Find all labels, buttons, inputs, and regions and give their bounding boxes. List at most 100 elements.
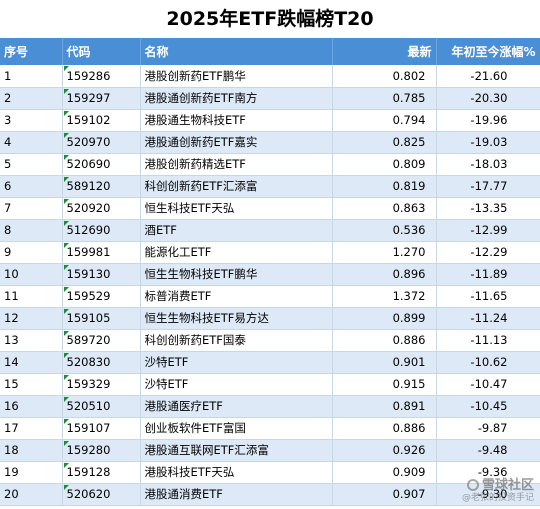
- cell-code[interactable]: 520970: [62, 131, 141, 154]
- cell-latest[interactable]: 0.907: [332, 483, 437, 506]
- cell-latest[interactable]: 0.802: [332, 65, 437, 88]
- cell-ytd-change[interactable]: -18.03: [436, 153, 540, 176]
- cell-name[interactable]: 港股通医疗ETF: [140, 395, 333, 418]
- cell-code[interactable]: 159329: [62, 373, 141, 396]
- cell-ytd-change[interactable]: -10.62: [436, 351, 540, 374]
- cell-code[interactable]: 159280: [62, 439, 141, 462]
- cell-latest[interactable]: 1.372: [332, 285, 437, 308]
- cell-index[interactable]: 18: [0, 439, 63, 462]
- cell-latest[interactable]: 0.886: [332, 417, 437, 440]
- cell-name[interactable]: 能源化工ETF: [140, 241, 333, 264]
- cell-name[interactable]: 港股通创新药ETF南方: [140, 87, 333, 110]
- cell-code[interactable]: 159529: [62, 285, 141, 308]
- cell-name[interactable]: 科创创新药ETF汇添富: [140, 175, 333, 198]
- table-row[interactable]: 17 159107 创业板软件ETF富国 0.886 -9.87: [0, 417, 540, 440]
- cell-ytd-change[interactable]: -9.87: [436, 417, 540, 440]
- table-row[interactable]: 13 589720 科创创新药ETF国泰 0.886 -11.13: [0, 329, 540, 352]
- cell-latest[interactable]: 0.809: [332, 153, 437, 176]
- cell-latest[interactable]: 0.886: [332, 329, 437, 352]
- cell-index[interactable]: 17: [0, 417, 63, 440]
- cell-name[interactable]: 港股通消费ETF: [140, 483, 333, 506]
- cell-latest[interactable]: 0.536: [332, 219, 437, 242]
- cell-index[interactable]: 16: [0, 395, 63, 418]
- table-row[interactable]: 7 520920 恒生科技ETF天弘 0.863 -13.35: [0, 197, 540, 220]
- table-row[interactable]: 6 589120 科创创新药ETF汇添富 0.819 -17.77: [0, 175, 540, 198]
- table-row[interactable]: 10 159130 恒生生物科技ETF鹏华 0.896 -11.89: [0, 263, 540, 286]
- cell-name[interactable]: 标普消费ETF: [140, 285, 333, 308]
- cell-code[interactable]: 159286: [62, 65, 141, 88]
- cell-ytd-change[interactable]: -19.03: [436, 131, 540, 154]
- cell-name[interactable]: 港股通互联网ETF汇添富: [140, 439, 333, 462]
- cell-name[interactable]: 科创创新药ETF国泰: [140, 329, 333, 352]
- cell-index[interactable]: 12: [0, 307, 63, 330]
- table-row[interactable]: 3 159102 港股通生物科技ETF 0.794 -19.96: [0, 109, 540, 132]
- cell-ytd-change[interactable]: -9.36: [436, 461, 540, 484]
- cell-code[interactable]: 520830: [62, 351, 141, 374]
- cell-ytd-change[interactable]: -9.48: [436, 439, 540, 462]
- table-row[interactable]: 11 159529 标普消费ETF 1.372 -11.65: [0, 285, 540, 308]
- cell-index[interactable]: 13: [0, 329, 63, 352]
- table-row[interactable]: 12 159105 恒生生物科技ETF易方达 0.899 -11.24: [0, 307, 540, 330]
- cell-code[interactable]: 520690: [62, 153, 141, 176]
- cell-code[interactable]: 159105: [62, 307, 141, 330]
- cell-index[interactable]: 2: [0, 87, 63, 110]
- cell-index[interactable]: 20: [0, 483, 63, 506]
- cell-name[interactable]: 沙特ETF: [140, 373, 333, 396]
- cell-latest[interactable]: 0.863: [332, 197, 437, 220]
- cell-index[interactable]: 15: [0, 373, 63, 396]
- cell-index[interactable]: 11: [0, 285, 63, 308]
- cell-name[interactable]: 创业板软件ETF富国: [140, 417, 333, 440]
- cell-latest[interactable]: 1.270: [332, 241, 437, 264]
- cell-ytd-change[interactable]: -21.60: [436, 65, 540, 88]
- cell-index[interactable]: 1: [0, 65, 63, 88]
- cell-ytd-change[interactable]: -10.45: [436, 395, 540, 418]
- column-header-name[interactable]: 名称: [140, 38, 333, 65]
- cell-latest[interactable]: 0.891: [332, 395, 437, 418]
- cell-index[interactable]: 14: [0, 351, 63, 374]
- column-header-index[interactable]: 序号: [0, 38, 63, 65]
- cell-code[interactable]: 520920: [62, 197, 141, 220]
- cell-ytd-change[interactable]: -17.77: [436, 175, 540, 198]
- cell-latest[interactable]: 0.825: [332, 131, 437, 154]
- cell-index[interactable]: 10: [0, 263, 63, 286]
- cell-code[interactable]: 159981: [62, 241, 141, 264]
- cell-ytd-change[interactable]: -11.13: [436, 329, 540, 352]
- cell-index[interactable]: 9: [0, 241, 63, 264]
- cell-latest[interactable]: 0.899: [332, 307, 437, 330]
- table-row[interactable]: 20 520620 港股通消费ETF 0.907 -9.30: [0, 483, 540, 506]
- cell-latest[interactable]: 0.901: [332, 351, 437, 374]
- cell-latest[interactable]: 0.819: [332, 175, 437, 198]
- cell-ytd-change[interactable]: -20.30: [436, 87, 540, 110]
- cell-ytd-change[interactable]: -19.96: [436, 109, 540, 132]
- cell-ytd-change[interactable]: -12.29: [436, 241, 540, 264]
- cell-ytd-change[interactable]: -9.30: [436, 483, 540, 506]
- cell-index[interactable]: 19: [0, 461, 63, 484]
- table-row[interactable]: 16 520510 港股通医疗ETF 0.891 -10.45: [0, 395, 540, 418]
- column-header-code[interactable]: 代码: [62, 38, 141, 65]
- cell-name[interactable]: 港股创新药ETF鹏华: [140, 65, 333, 88]
- cell-code[interactable]: 159130: [62, 263, 141, 286]
- cell-name[interactable]: 沙特ETF: [140, 351, 333, 374]
- table-row[interactable]: 1 159286 港股创新药ETF鹏华 0.802 -21.60: [0, 65, 540, 88]
- cell-name[interactable]: 恒生生物科技ETF鹏华: [140, 263, 333, 286]
- table-row[interactable]: 4 520970 港股通创新药ETF嘉实 0.825 -19.03: [0, 131, 540, 154]
- cell-index[interactable]: 8: [0, 219, 63, 242]
- cell-code[interactable]: 159102: [62, 109, 141, 132]
- cell-code[interactable]: 159128: [62, 461, 141, 484]
- cell-ytd-change[interactable]: -10.47: [436, 373, 540, 396]
- cell-ytd-change[interactable]: -11.89: [436, 263, 540, 286]
- table-row[interactable]: 19 159128 港股科技ETF天弘 0.909 -9.36: [0, 461, 540, 484]
- column-header-ytd-change[interactable]: 年初至今涨幅%: [436, 38, 540, 65]
- table-row[interactable]: 14 520830 沙特ETF 0.901 -10.62: [0, 351, 540, 374]
- cell-index[interactable]: 5: [0, 153, 63, 176]
- cell-latest[interactable]: 0.926: [332, 439, 437, 462]
- cell-code[interactable]: 520510: [62, 395, 141, 418]
- cell-ytd-change[interactable]: -13.35: [436, 197, 540, 220]
- cell-index[interactable]: 6: [0, 175, 63, 198]
- cell-code[interactable]: 589120: [62, 175, 141, 198]
- cell-code[interactable]: 159107: [62, 417, 141, 440]
- table-row[interactable]: 9 159981 能源化工ETF 1.270 -12.29: [0, 241, 540, 264]
- cell-index[interactable]: 4: [0, 131, 63, 154]
- cell-ytd-change[interactable]: -11.65: [436, 285, 540, 308]
- cell-name[interactable]: 港股科技ETF天弘: [140, 461, 333, 484]
